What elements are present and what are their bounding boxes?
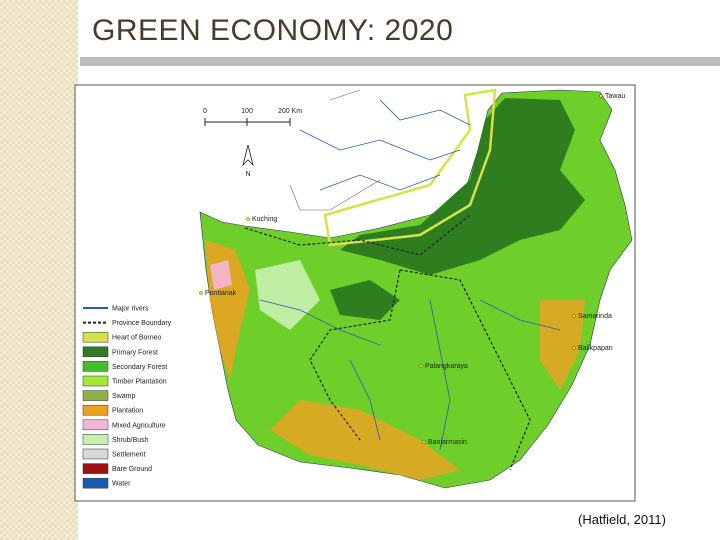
caption: (Hatfield, 2011) [578, 512, 666, 527]
mixed-agriculture [210, 260, 232, 290]
heart-of-borneo [323, 88, 497, 247]
title-bar [80, 57, 720, 66]
side-strip [0, 0, 78, 540]
legend-label: Timber Plantation [112, 379, 167, 386]
place-dot [422, 440, 426, 444]
legend-label: Water [112, 481, 131, 488]
legend-swatch [82, 390, 109, 401]
plantation [270, 400, 460, 480]
legend-swatch [82, 463, 109, 474]
place-label: Palangkaraya [425, 363, 468, 370]
place-dot [599, 94, 603, 98]
scale-label: 0 [203, 108, 207, 115]
place-dot [572, 314, 576, 318]
place-label: Samarinda [578, 313, 612, 320]
place-label: Balikpapan [578, 345, 613, 352]
place-dot [572, 346, 576, 350]
province-boundary [244, 214, 531, 471]
legend-swatch [82, 331, 109, 343]
legend-label: Shrub/Bush [112, 437, 149, 444]
place-label: Banjarmasin [428, 439, 467, 446]
slide-title: GREEN ECONOMY: 2020 [92, 14, 454, 47]
north-arrow [242, 144, 254, 167]
scale-bar [204, 118, 291, 126]
place-dot [199, 291, 203, 295]
legend-swatch [82, 477, 109, 489]
north-label: N [245, 171, 250, 178]
legend-label: Bare Ground [112, 466, 152, 473]
coast-north [289, 89, 381, 211]
legend-swatch [82, 375, 109, 387]
legend-swatch [82, 404, 109, 416]
rivers [259, 99, 561, 451]
legend-swatch [82, 361, 109, 372]
place-label: Pontianak [205, 290, 237, 297]
legend-swatch [82, 346, 109, 358]
primary-forest [330, 280, 400, 320]
scale-label: 100 [241, 108, 253, 115]
legend-label: Mixed Agriculture [112, 422, 166, 429]
legend-label: Plantation [112, 408, 143, 415]
legend-swatch [82, 434, 109, 445]
place-label: Kuching [252, 216, 277, 223]
legend-swatch [82, 448, 109, 460]
legend-label: Swamp [112, 393, 135, 400]
scale-label: 200 Km [278, 108, 302, 115]
plantation [540, 300, 585, 390]
legend-label: Province Boundary [112, 320, 172, 327]
legend-label: Settlement [112, 452, 146, 459]
legend-label: Primary Forest [112, 349, 158, 356]
primary-forest [340, 98, 585, 275]
legend-label: Heart of Borneo [112, 335, 162, 342]
legend-label: Major rivers [112, 306, 149, 313]
place-dot [419, 364, 423, 368]
place-label: Tawau [605, 93, 625, 100]
shrub [255, 260, 320, 330]
legend-label: Secondary Forest [112, 364, 167, 371]
legend-swatch [82, 419, 109, 431]
place-dot [246, 217, 250, 221]
